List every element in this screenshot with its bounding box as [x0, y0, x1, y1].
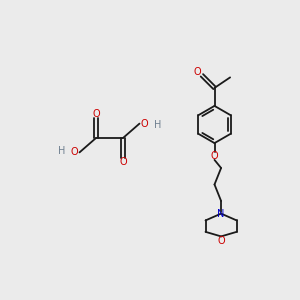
Text: O: O — [92, 109, 100, 119]
Text: O: O — [194, 67, 202, 77]
Text: O: O — [217, 236, 225, 247]
Text: N: N — [218, 209, 225, 219]
Text: O: O — [119, 157, 127, 167]
Text: H: H — [154, 120, 161, 130]
Text: H: H — [58, 146, 65, 156]
Text: O: O — [211, 151, 218, 161]
Text: O: O — [71, 147, 79, 158]
Text: O: O — [140, 118, 148, 129]
